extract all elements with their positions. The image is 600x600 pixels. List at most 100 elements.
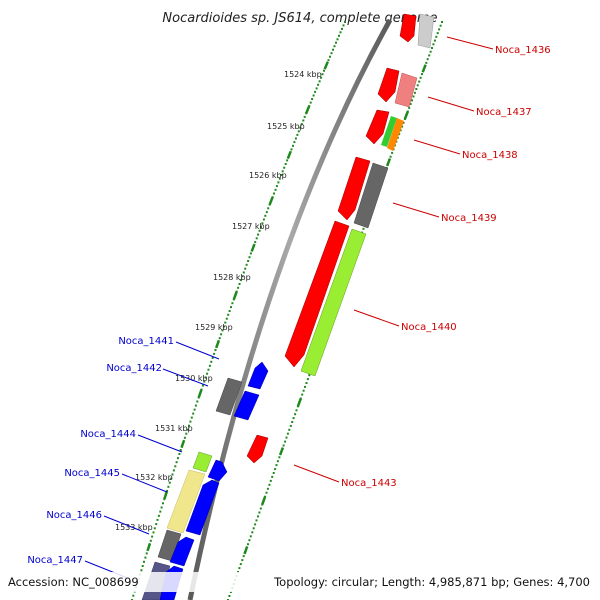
scale-dot <box>266 487 269 490</box>
scale-dot <box>255 237 258 240</box>
gene-label-noca-1440[interactable]: Noca_1440 <box>401 322 457 333</box>
scale-dot <box>213 352 216 355</box>
gene-label-noca-1436[interactable]: Noca_1436 <box>495 45 551 56</box>
scale-dot <box>238 567 241 570</box>
leader-line-noca-1440 <box>353 309 400 327</box>
scale-dot <box>162 502 164 505</box>
scale-dot <box>208 364 211 367</box>
scale-dot <box>220 333 223 336</box>
scale-dot <box>428 54 431 57</box>
scale-dot <box>155 523 158 526</box>
gene-arrow-noca-1437[interactable] <box>377 67 400 103</box>
gene-arrow-noca-1438[interactable] <box>365 109 390 145</box>
gene-label-noca-1443[interactable]: Noca_1443 <box>341 478 397 489</box>
scale-dot <box>293 141 296 144</box>
scale-dot <box>282 444 285 447</box>
scale-dot <box>237 286 240 289</box>
gene-arrow-noca-1438-cog <box>381 116 397 147</box>
scale-tick <box>421 64 427 73</box>
scale-tick <box>197 389 203 398</box>
gene-arrow-noca-1436[interactable] <box>399 13 417 43</box>
gene-arrow-noca-1445-cog <box>166 469 206 534</box>
scale-dot <box>315 87 318 90</box>
leader-line-noca-1438 <box>413 139 461 155</box>
scale-dot <box>409 103 412 105</box>
scale-dot <box>268 483 271 486</box>
scale-dot <box>432 43 435 46</box>
scale-dot <box>301 393 304 396</box>
scale-tick <box>146 542 152 552</box>
scale-dot <box>290 148 293 151</box>
scale-dot <box>227 313 230 316</box>
scale-dot <box>338 34 340 37</box>
gene-label-noca-1441[interactable]: Noca_1441 <box>118 336 174 347</box>
scale-dot <box>299 397 302 400</box>
gene-label-noca-1446[interactable]: Noca_1446 <box>46 510 102 521</box>
scale-dot <box>186 428 189 431</box>
scale-dot <box>329 55 331 58</box>
scale-dot <box>398 133 401 136</box>
scale-dot <box>421 73 423 76</box>
scale-dot <box>294 413 297 416</box>
gene-label-noca-1445[interactable]: Noca_1445 <box>64 468 120 479</box>
scale-dot <box>431 47 433 49</box>
kbp-label: 1530 kbp <box>175 374 213 383</box>
leader-line-noca-1444 <box>137 434 183 453</box>
scale-dot <box>218 337 221 340</box>
scale-dot <box>413 91 416 94</box>
scale-dot <box>286 432 289 435</box>
gene-arrow-noca-1440[interactable] <box>284 220 350 368</box>
scale-dot <box>248 539 251 542</box>
scale-dot <box>276 460 279 463</box>
leader-line-noca-1445 <box>121 473 168 493</box>
scale-dot <box>149 539 152 542</box>
gene-label-noca-1437[interactable]: Noca_1437 <box>476 107 532 118</box>
scale-dot <box>224 321 227 324</box>
kbp-label: 1531 kbp <box>155 424 193 433</box>
scale-dot <box>302 119 305 122</box>
gene-arrow-noca-1439[interactable] <box>337 156 371 221</box>
genome-backbone <box>187 18 393 600</box>
scale-dot <box>170 477 173 480</box>
genome-summary-text: Topology: circular; Length: 4,985,871 bp… <box>273 575 590 589</box>
scale-dot <box>320 76 322 79</box>
gene-arrow-noca-1440-cog <box>300 228 367 377</box>
gene-arrow-noca-1441-lower[interactable] <box>233 390 260 421</box>
scale-dot <box>333 45 336 48</box>
gene-arrow-noca-1442[interactable] <box>215 377 243 416</box>
scale-dot <box>419 76 422 79</box>
scale-dot <box>438 28 441 31</box>
scale-dot <box>408 106 411 109</box>
scale-dot <box>416 84 419 87</box>
scale-dot <box>264 214 267 217</box>
gene-label-noca-1442[interactable]: Noca_1442 <box>106 363 162 374</box>
gene-arrow-noca-1444[interactable] <box>207 459 228 482</box>
forward-strand-genes <box>246 13 435 464</box>
scale-dot <box>206 372 209 375</box>
gene-arrow-noca-1443[interactable] <box>246 434 269 464</box>
scale-dot <box>317 83 320 86</box>
gene-label-noca-1447[interactable]: Noca_1447 <box>27 555 83 566</box>
gene-arrow-noca-1446[interactable] <box>169 536 195 567</box>
gene-arrow-noca-1441[interactable] <box>247 361 269 390</box>
gene-label-noca-1439[interactable]: Noca_1439 <box>441 213 497 224</box>
scale-dot <box>207 368 210 371</box>
scale-dot <box>436 32 439 35</box>
scale-dot <box>156 518 159 521</box>
gene-label-noca-1438[interactable]: Noca_1438 <box>462 150 518 161</box>
scale-dot <box>342 24 345 27</box>
scale-dot <box>166 489 169 492</box>
scale-dot <box>230 306 232 309</box>
scale-dot <box>278 177 281 180</box>
gene-label-noca-1444[interactable]: Noca_1444 <box>80 429 136 440</box>
scale-dot <box>153 527 156 530</box>
scale-dot <box>254 523 257 526</box>
forward-gene-labels: Noca_1436 Noca_1437 Noca_1438 Noca_1439 … <box>293 36 551 489</box>
gene-arrow-noca-1445[interactable] <box>185 479 220 536</box>
scale-dot <box>258 511 261 514</box>
scale-dot <box>152 531 155 534</box>
kbp-label: 1532 kbp <box>135 473 173 482</box>
leader-line-noca-1446 <box>103 515 150 535</box>
map-title: Nocardioides sp. JS614, complete genome <box>162 11 437 26</box>
scale-dot <box>294 137 297 140</box>
